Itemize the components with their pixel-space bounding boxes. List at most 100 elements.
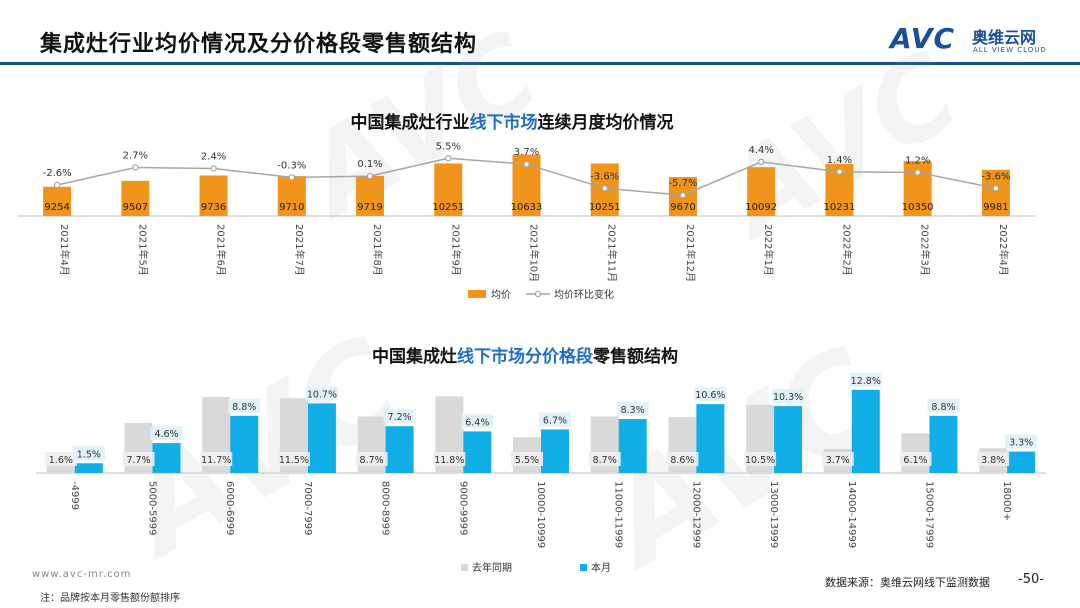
chart2-prev-label-bg-1 [122,452,155,466]
chart2-curr-label-bg-10 [849,372,882,387]
chart1-bar-label-1: 9507 [123,202,148,213]
chart2-category-9: 13000-13999 [768,481,779,548]
chart2-curr-bar-12 [1007,451,1036,473]
chart2-curr-label-1: 4.6% [154,429,178,440]
chart1-legend-line-label: 均价环比变化 [554,288,614,301]
chart1-bar-label-6: 10633 [511,202,543,213]
logo-cn-name: 奥维云网 [972,28,1037,47]
chart2-curr-label-8: 10.6% [695,390,725,401]
chart1-line-point-5 [445,155,452,162]
chart1-legend-line-marker [534,290,542,298]
chart2-category-5: 9000-9999 [457,481,468,536]
chart1-line-point-1 [132,164,139,171]
chart2-curr-label-bg-12 [1005,434,1038,449]
chart2-prev-label-8: 8.6% [670,455,694,466]
chart1-bar-label-12: 9981 [983,202,1008,213]
chart2-curr-label-2: 8.8% [232,402,256,413]
page-title: 集成灶行业均价情况及分价格段零售额结构 [40,32,478,57]
chart1-line-label-0: -2.6% [43,168,72,179]
chart1-title-part-1: 线下市场 [470,112,538,133]
chart2-prev-label-bg-5 [433,452,466,466]
chart1-category-7: 2021年11月 [606,224,619,282]
chart2-curr-label-7: 8.3% [621,405,645,416]
chart2-curr-bar-9 [774,406,803,473]
chart1-line-label-1: 2.7% [123,150,148,161]
chart1-category-5: 2021年9月 [449,224,462,276]
chart2-curr-label-bg-5 [461,414,494,429]
chart2-prev-label-2: 11.7% [201,455,231,466]
chart2-category-3: 7000-7999 [302,481,313,536]
chart2-curr-label-11: 8.8% [931,402,955,413]
chart1-category-6: 2021年10月 [528,224,541,282]
chart2-category-4: 8000-8999 [380,481,391,536]
chart2-prev-label-bg-11 [899,452,932,466]
chart2-prev-label-bg-4 [355,452,388,466]
chart1-category-8: 2021年12月 [684,224,697,282]
chart2-title: 中国集成灶线下市场分价格段零售额结构 [372,346,678,367]
chart2-category-12: 18000+ [1001,481,1012,521]
chart1-bar-label-7: 10251 [589,202,621,213]
chart2-curr-bar-2 [230,415,259,473]
chart2-prev-label-12: 3.8% [981,455,1005,466]
chart2-category-2: 6000-6999 [224,481,235,536]
chart2-prev-label-1: 7.7% [126,455,150,466]
chart2-title-part-2: 零售额结构 [592,346,678,367]
chart1-line-label-4: 0.1% [357,159,382,170]
chart2-curr-label-bg-4 [383,409,416,424]
chart1-line-label-10: 1.4% [827,155,852,166]
chart1-bar-4 [356,175,385,216]
chart1-bar-label-4: 9719 [357,202,382,213]
chart1-line-point-9 [757,158,765,166]
chart2-category-11: 15000-17999 [923,481,934,548]
chart1-line-label-11: 1.2% [905,155,930,166]
chart2-curr-label-6: 6.7% [543,415,567,426]
chart2-curr-bar-7 [618,419,647,473]
chart1-line-label-2: 2.4% [201,151,226,162]
footer-source: 数据来源：奥维云网线下监测数据 [825,576,990,589]
chart2-legend-curr-label: 本月 [591,561,611,574]
chart2-prev-label-bg-10 [821,452,854,466]
chart1-bar-5 [434,163,463,216]
chart1-bar-label-11: 10350 [902,202,934,213]
chart2-category-1: 5000-5999 [147,481,158,536]
chart1-line-point-6 [523,160,530,168]
footer-url[interactable]: www.avc-mr.com [32,569,132,580]
chart2-prev-label-10: 3.7% [826,455,850,466]
page-number: -50- [1018,572,1044,587]
chart1-bar-9 [747,167,776,216]
chart1-line-point-7 [601,185,608,192]
chart2-curr-label-4: 7.2% [388,412,412,423]
chart1-legend-bar-label: 均价 [491,289,511,301]
chart2-prev-label-9: 10.5% [745,455,775,466]
chart2-category-0: -4999 [69,481,80,510]
chart1-legend-bar-swatch [468,290,486,298]
chart1-bar-label-10: 10231 [824,202,856,213]
chart1-bar-label-5: 10251 [432,202,464,213]
chart2-curr-label-bg-3 [305,386,338,401]
chart2-prev-label-4: 8.7% [360,455,384,466]
chart2-curr-bar-6 [541,429,569,473]
chart2-curr-label-12: 3.3% [1009,438,1033,449]
chart2-prev-label-6: 5.5% [515,455,539,466]
chart2-prev-label-5: 11.8% [434,455,464,466]
chart1-bar-2 [199,175,228,216]
chart1-line-label-12: -3.6% [981,171,1010,182]
chart2-curr-bar-8 [696,404,725,473]
chart1-category-12: 2022年4月 [997,224,1010,276]
chart2-legend-curr-swatch [580,564,587,571]
chart2-curr-label-10: 12.8% [851,376,881,387]
chart2-curr-label-5: 6.4% [465,417,489,428]
chart2-curr-label-bg-9 [772,389,805,404]
chart1-bar-0 [43,186,72,216]
chart1-line-point-11 [914,169,921,176]
chart1-bar-label-0: 9254 [44,202,69,213]
chart2-prev-label-bg-12 [977,452,1010,466]
chart2-prev-label-bg-3 [277,452,310,466]
chart1-line-label-5: 5.5% [436,141,461,152]
chart1-category-4: 2021年8月 [371,224,384,276]
chart2-curr-label-bg-2 [228,398,261,413]
chart2-curr-label-9: 10.3% [773,392,803,403]
chart1-category-9: 2022年1月 [762,224,775,276]
chart1-bar-label-2: 9736 [201,202,226,213]
chart2-prev-label-bg-8 [666,452,699,466]
